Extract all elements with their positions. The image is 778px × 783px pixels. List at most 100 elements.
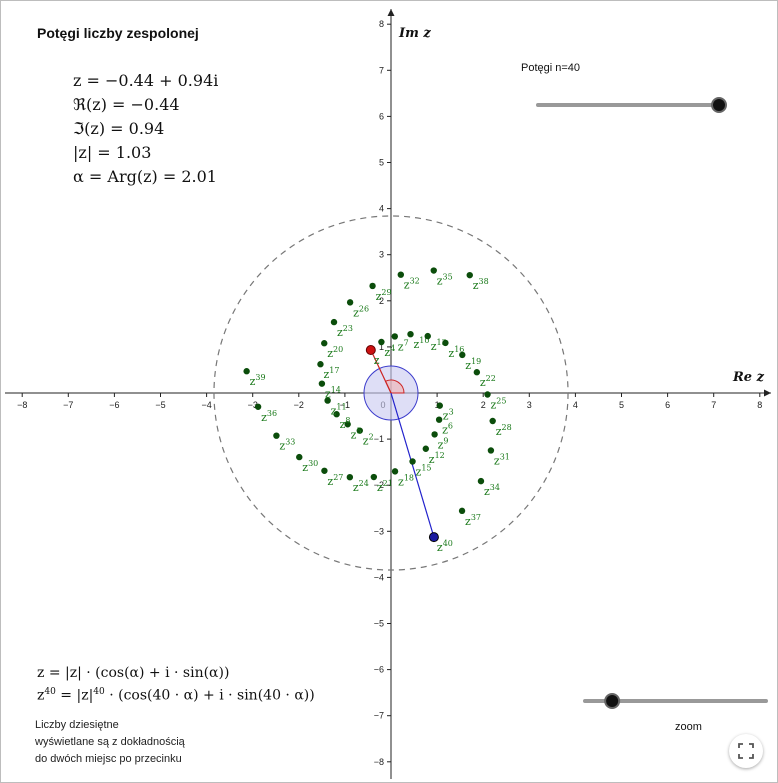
point-label-base: z xyxy=(480,376,486,389)
point-label: z38 xyxy=(473,277,489,292)
note-line-3: do dwóch miejsc po przecinku xyxy=(35,753,182,765)
point-label: z24 xyxy=(353,479,369,494)
power-formula-exp2: 40 xyxy=(93,687,105,697)
point-z xyxy=(365,345,376,356)
arg-value: α = Arg(z) = 2.01 xyxy=(73,167,217,186)
zoom-slider-label: zoom xyxy=(675,721,702,733)
note-line-1: Liczby dziesiętne xyxy=(35,719,119,731)
point-label: z13 xyxy=(431,338,447,353)
point-label: z32 xyxy=(404,277,420,292)
fullscreen-button[interactable] xyxy=(729,734,763,768)
re-value: ℜ(z) = −0.44 xyxy=(73,95,180,114)
vector-z-n xyxy=(390,392,435,538)
y-tick-label: 8 xyxy=(379,19,384,29)
y-tick-label: 2 xyxy=(379,296,384,306)
point-label-base: z xyxy=(250,375,256,388)
zoom-slider-knob[interactable] xyxy=(604,693,621,709)
point-power xyxy=(318,380,326,387)
point-label: z25 xyxy=(491,396,507,411)
power-formula-exp: 40 xyxy=(44,687,56,697)
point-label-exp: 26 xyxy=(359,304,369,313)
point-label-base: z xyxy=(261,411,267,424)
y-tick-label: −6 xyxy=(374,665,384,675)
x-tick-label: 2 xyxy=(481,400,486,410)
point-label-base: z xyxy=(376,290,382,303)
point-label-base: z xyxy=(353,306,359,319)
vector-z xyxy=(370,349,392,394)
point-label-exp: 13 xyxy=(437,338,447,347)
point-label-base: z xyxy=(484,485,490,498)
point-label-exp: 6 xyxy=(448,422,453,431)
power-formula-tail: · (cos(40 · α) + i · sin(40 · α)) xyxy=(104,687,315,704)
point-label-base: z xyxy=(327,475,333,488)
point-label-exp: 40 xyxy=(443,539,453,548)
point-label-exp: 32 xyxy=(410,277,420,286)
y-tick-label: −7 xyxy=(374,711,384,721)
point-label-base: z xyxy=(414,338,420,351)
point-label: z17 xyxy=(323,366,339,381)
x-tick-label: −3 xyxy=(248,400,258,410)
point-label-exp: 35 xyxy=(443,273,453,282)
point-label: z10 xyxy=(414,336,430,351)
point-label: z34 xyxy=(484,483,500,498)
point-label-exp: 25 xyxy=(496,396,506,405)
point-label: z40 xyxy=(437,539,453,554)
point-power xyxy=(436,402,443,409)
point-label-exp: 20 xyxy=(333,345,343,354)
point-power xyxy=(397,271,405,278)
point-label: z12 xyxy=(429,451,445,466)
point-label: z29 xyxy=(376,288,392,303)
point-label: z2 xyxy=(363,433,374,448)
point-label-base: z xyxy=(377,481,383,494)
point-power xyxy=(356,427,363,434)
point-label-base: z xyxy=(473,279,479,292)
point-power xyxy=(409,458,416,465)
x-axis-label: Re z xyxy=(732,370,765,385)
point-label-exp: 19 xyxy=(471,357,481,366)
point-label-base: z xyxy=(429,453,435,466)
point-label-base: z xyxy=(398,340,404,353)
point-label-base: z xyxy=(494,454,500,467)
y-tick-label: 1 xyxy=(379,342,384,352)
point-label-exp: 34 xyxy=(490,483,500,492)
point-label: z37 xyxy=(465,513,481,528)
x-tick-label: 8 xyxy=(757,400,762,410)
point-label: z33 xyxy=(279,438,295,453)
point-label: z19 xyxy=(465,357,481,372)
point-label: z28 xyxy=(496,423,512,438)
point-label-base: z xyxy=(404,279,410,292)
polar-formula: z = |z| · (cos(α) + i · sin(α)) xyxy=(37,665,230,681)
point-label: z23 xyxy=(337,324,353,339)
point-label-base: z xyxy=(491,398,497,411)
point-label-exp: 33 xyxy=(285,438,295,447)
point-label-exp: 12 xyxy=(435,451,445,460)
point-label-base: z xyxy=(327,347,333,360)
point-power xyxy=(324,397,331,404)
point-power xyxy=(370,473,378,481)
point-power xyxy=(407,330,414,338)
power-formula: z40 = |z|40 · (cos(40 · α) + i · sin(40 … xyxy=(37,687,315,704)
point-label-exp: 31 xyxy=(500,452,510,461)
point-label-base: z xyxy=(438,438,444,451)
point-power xyxy=(369,282,376,290)
point-label-exp: 23 xyxy=(343,324,353,333)
point-label: z26 xyxy=(353,304,369,319)
point-label-base: z xyxy=(465,515,471,528)
power-slider-knob[interactable] xyxy=(711,97,727,113)
point-power xyxy=(321,340,328,347)
point-label-exp: 17 xyxy=(329,366,339,375)
abs-value: |z| = 1.03 xyxy=(73,143,152,162)
point-label-base: z xyxy=(431,340,437,353)
point-power xyxy=(458,507,466,515)
point-power xyxy=(344,421,351,428)
point-power xyxy=(430,267,437,274)
point-label: z11 xyxy=(331,403,347,418)
z-value: z = −0.44 + 0.94i xyxy=(73,71,219,90)
point-z-n xyxy=(428,532,439,543)
point-label-exp: 14 xyxy=(331,386,341,395)
point-power xyxy=(487,447,495,454)
y-tick-label: −2 xyxy=(374,480,384,490)
point-label-exp: 5 xyxy=(356,426,361,435)
point-power xyxy=(391,333,399,340)
